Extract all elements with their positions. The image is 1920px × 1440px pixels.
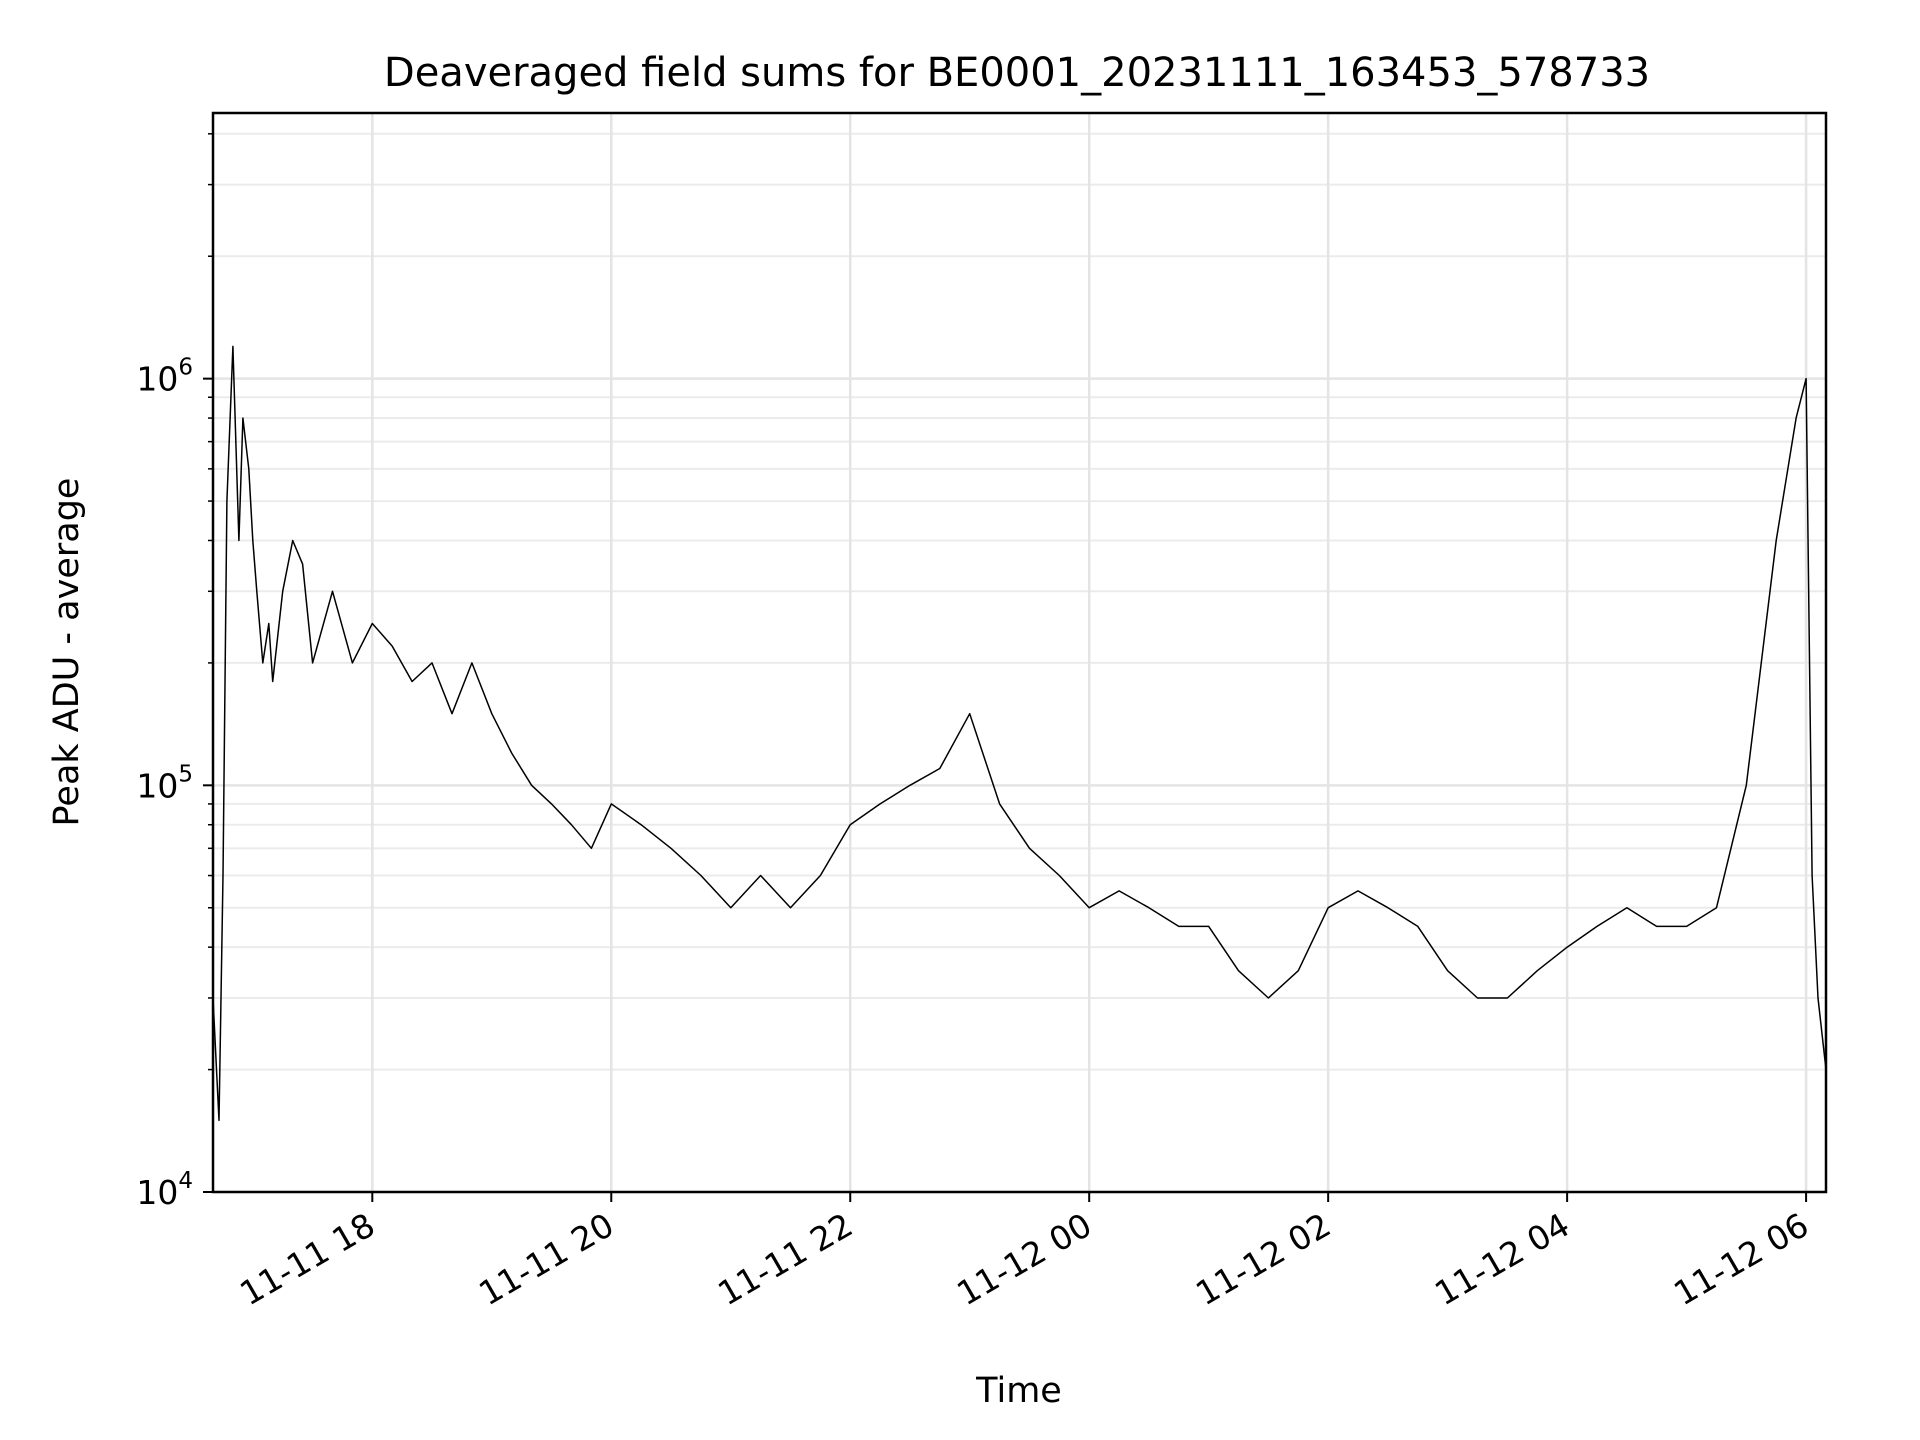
chart-title: Deaveraged field sums for BE0001_2023111…: [384, 50, 1650, 96]
y-tick-base: 10: [136, 360, 178, 399]
plot-frame: [211, 111, 1828, 1194]
y-tick-base: 10: [136, 1173, 178, 1212]
y-tick-exponent: 4: [178, 1168, 193, 1194]
grid: [213, 113, 1826, 1194]
y-axis-label: Peak ADU - average: [47, 478, 87, 827]
y-tick-exponent: 6: [178, 355, 193, 381]
y-tick-exponent: 5: [178, 761, 193, 787]
x-axis-label: Time: [975, 1371, 1062, 1411]
series-line: [212, 345, 1827, 1122]
y-tick-base: 10: [136, 766, 178, 805]
y-tick-label: 104: [136, 1168, 193, 1212]
y-tick-label: 105: [136, 761, 193, 805]
y-tick-label: 106: [136, 355, 193, 399]
series-layer: [212, 345, 1827, 1122]
